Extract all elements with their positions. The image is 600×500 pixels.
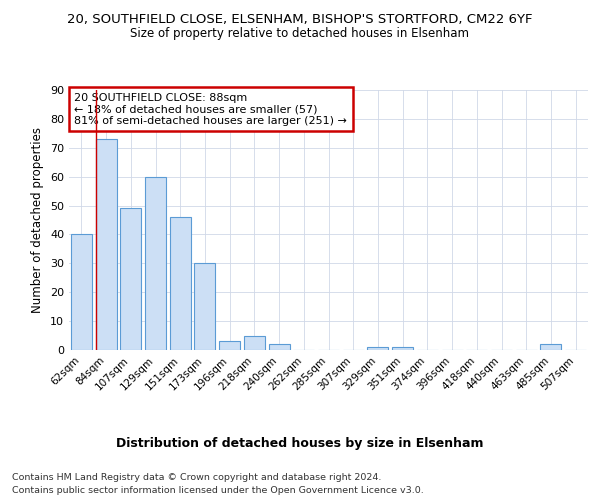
Bar	[392, 347, 413, 350]
Bar	[219, 342, 240, 350]
Bar	[95, 139, 116, 350]
Bar	[71, 234, 92, 350]
Bar	[120, 208, 141, 350]
Text: Size of property relative to detached houses in Elsenham: Size of property relative to detached ho…	[131, 28, 470, 40]
Bar	[541, 344, 562, 350]
Text: Contains HM Land Registry data © Crown copyright and database right 2024.: Contains HM Land Registry data © Crown c…	[12, 472, 382, 482]
Y-axis label: Number of detached properties: Number of detached properties	[31, 127, 44, 313]
Bar	[170, 217, 191, 350]
Bar	[194, 264, 215, 350]
Text: 20 SOUTHFIELD CLOSE: 88sqm
← 18% of detached houses are smaller (57)
81% of semi: 20 SOUTHFIELD CLOSE: 88sqm ← 18% of deta…	[74, 92, 347, 126]
Text: Distribution of detached houses by size in Elsenham: Distribution of detached houses by size …	[116, 437, 484, 450]
Bar	[269, 344, 290, 350]
Bar	[145, 176, 166, 350]
Text: 20, SOUTHFIELD CLOSE, ELSENHAM, BISHOP'S STORTFORD, CM22 6YF: 20, SOUTHFIELD CLOSE, ELSENHAM, BISHOP'S…	[67, 12, 533, 26]
Text: Contains public sector information licensed under the Open Government Licence v3: Contains public sector information licen…	[12, 486, 424, 495]
Bar	[367, 347, 388, 350]
Bar	[244, 336, 265, 350]
